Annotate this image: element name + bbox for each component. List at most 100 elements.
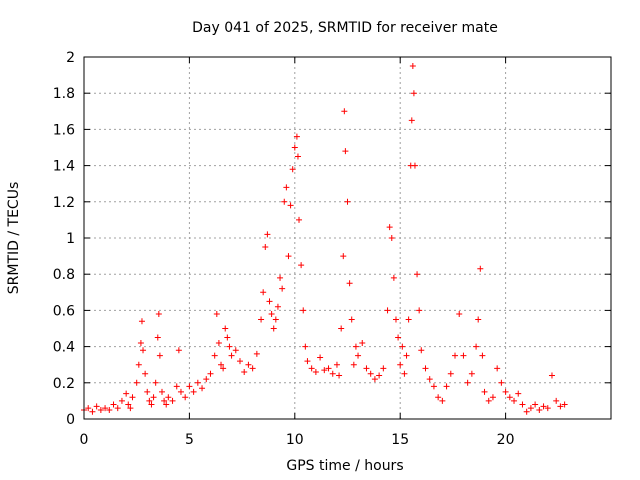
x-tick-label: 10 [286, 432, 304, 448]
data-point [137, 339, 144, 346]
data-point [302, 343, 309, 350]
data-point [102, 405, 109, 412]
data-point [336, 372, 343, 379]
data-point [194, 379, 201, 386]
data-point [408, 117, 415, 124]
data-point [125, 401, 132, 408]
data-point [477, 265, 484, 272]
data-point [266, 298, 273, 305]
y-tick-label: 2 [66, 50, 75, 66]
data-point [138, 318, 145, 325]
data-point [118, 397, 125, 404]
data-point [144, 388, 151, 395]
data-point [215, 339, 222, 346]
data-point [473, 343, 480, 350]
data-point [329, 370, 336, 377]
data-point [85, 405, 92, 412]
data-point [207, 370, 214, 377]
data-point [175, 347, 182, 354]
data-point [228, 352, 235, 359]
data-point [460, 352, 467, 359]
data-point [340, 253, 347, 260]
data-point [390, 274, 397, 281]
data-point [110, 401, 117, 408]
data-point [158, 388, 165, 395]
data-point [485, 397, 492, 404]
chart-title: Day 041 of 2025, SRMTID for receiver mat… [192, 20, 498, 36]
data-point [523, 408, 530, 415]
data-point [135, 361, 142, 368]
data-point [236, 358, 243, 365]
data-point [519, 401, 526, 408]
data-point [106, 406, 113, 413]
data-point [426, 376, 433, 383]
data-point [399, 343, 406, 350]
data-point [405, 316, 412, 323]
data-point [452, 352, 459, 359]
data-point [355, 352, 362, 359]
data-point [304, 358, 311, 365]
data-point [430, 383, 437, 390]
data-point [494, 365, 501, 372]
data-point [270, 325, 277, 332]
data-point [289, 166, 296, 173]
data-point [129, 394, 136, 401]
data-point [287, 202, 294, 209]
data-point [342, 148, 349, 155]
data-point [348, 316, 355, 323]
data-point [213, 311, 220, 318]
data-point [333, 361, 340, 368]
y-axis-label: SRMTID / TECUs [6, 182, 22, 295]
data-point [114, 405, 121, 412]
grid-lines [84, 57, 611, 419]
data-point [226, 343, 233, 350]
data-point [152, 379, 159, 386]
data-point [308, 365, 315, 372]
data-point [142, 370, 149, 377]
data-point [161, 397, 168, 404]
data-point [298, 262, 305, 269]
axis-ticks: 00.20.40.60.811.21.41.61.820 5 10 15 20 [53, 50, 611, 448]
data-point [397, 361, 404, 368]
data-point [481, 388, 488, 395]
data-point [199, 385, 206, 392]
data-point [321, 367, 328, 374]
plot-frame [83, 56, 612, 420]
data-point [245, 361, 252, 368]
data-point [359, 339, 366, 346]
data-point [272, 316, 279, 323]
data-point [380, 365, 387, 372]
data-point [150, 394, 157, 401]
data-point [515, 390, 522, 397]
data-point [285, 253, 292, 260]
data-point [232, 347, 239, 354]
data-point [456, 311, 463, 318]
y-tick-label: 1.8 [53, 86, 75, 102]
data-point [527, 405, 534, 412]
data-point [165, 394, 172, 401]
data-point [190, 388, 197, 395]
data-point [260, 289, 267, 296]
x-tick-label: 5 [185, 432, 194, 448]
data-point [401, 370, 408, 377]
data-point [317, 354, 324, 361]
data-point [296, 216, 303, 223]
y-tick-label: 1.2 [53, 195, 75, 211]
data-point [123, 390, 130, 397]
y-tick-label: 0.8 [53, 267, 75, 283]
data-point [384, 307, 391, 314]
x-axis-label: GPS time / hours [286, 458, 403, 474]
y-tick-label: 0.2 [53, 376, 75, 392]
data-point [156, 352, 163, 359]
data-point [395, 334, 402, 341]
data-point [411, 162, 418, 169]
data-point [262, 244, 269, 251]
data-point [277, 274, 284, 281]
data-point [468, 370, 475, 377]
data-points [81, 63, 568, 415]
x-tick-label: 20 [497, 432, 515, 448]
data-point [409, 63, 416, 70]
data-point [279, 285, 286, 292]
data-point [241, 368, 248, 375]
